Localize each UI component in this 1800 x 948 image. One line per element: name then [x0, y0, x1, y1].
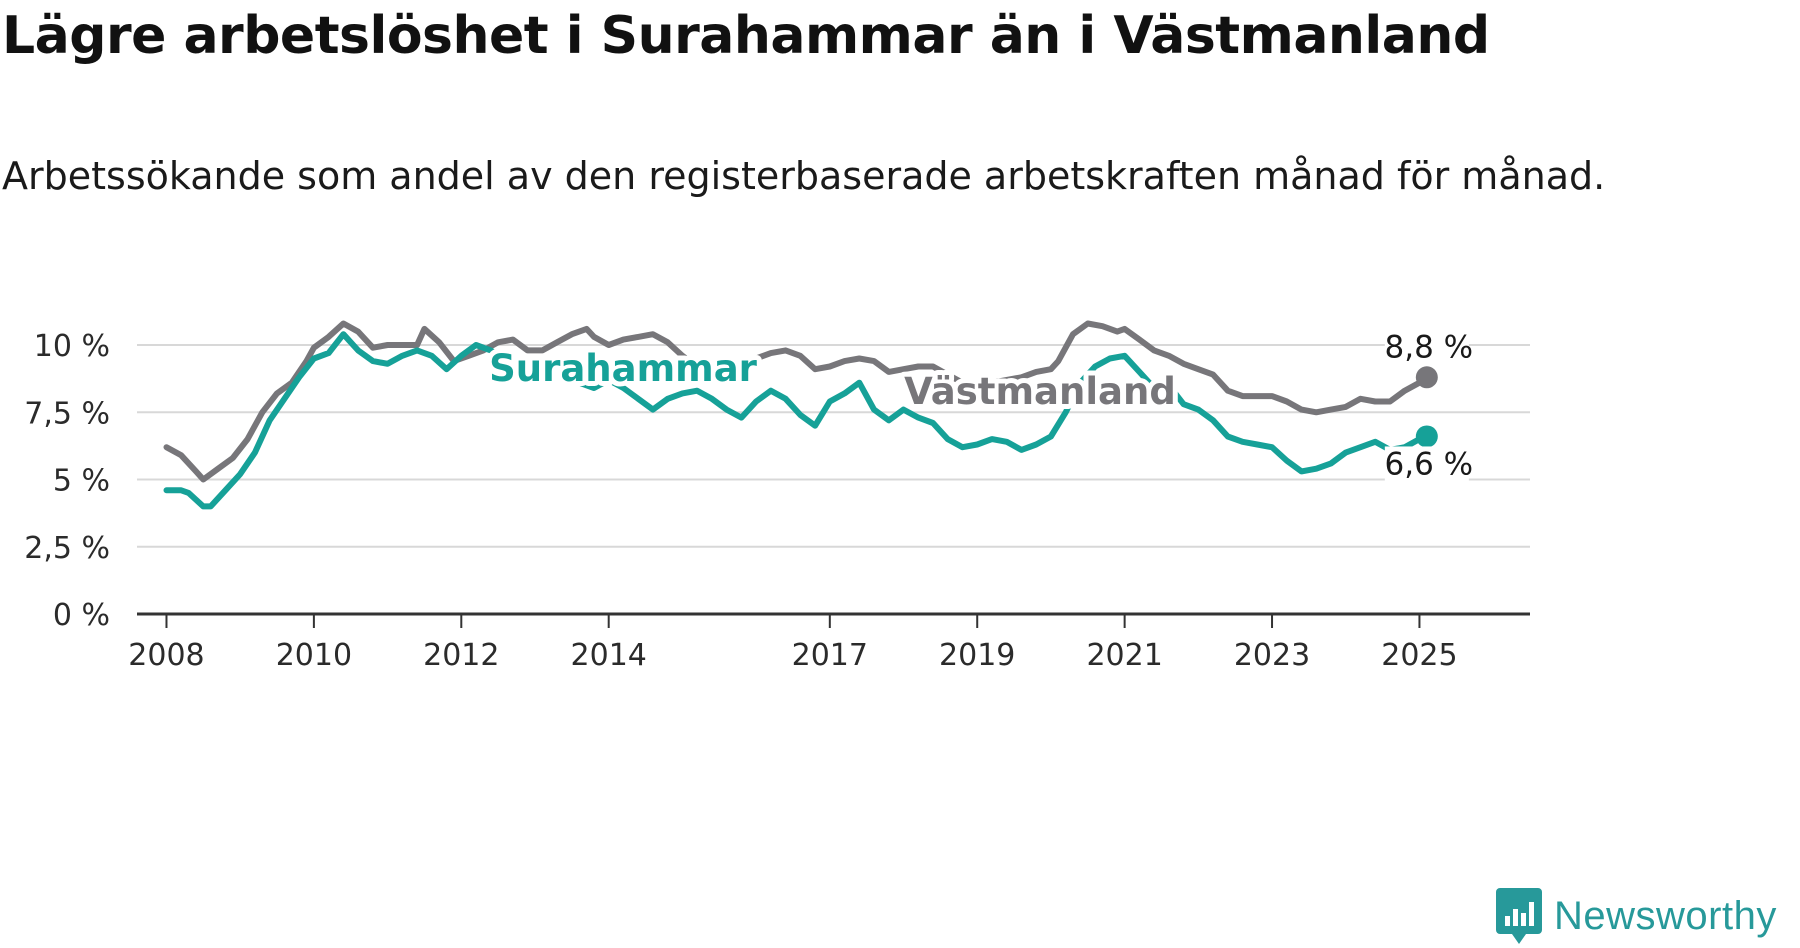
x-tick-label: 2021 [1086, 638, 1162, 673]
newsworthy-logo-icon [1496, 888, 1542, 944]
brand-name: Newsworthy [1554, 893, 1777, 938]
end-label-bg [1384, 446, 1469, 483]
y-tick-label: 5 % [53, 464, 110, 499]
series-labels: 8,8 % Västmanland 6,6 % Surahammar [484, 329, 1474, 483]
series-end-label: 8,8 % [1385, 329, 1474, 365]
series-end-dot [1415, 425, 1438, 448]
x-tick-label: 2017 [792, 638, 868, 673]
y-tick-label: 7,5 % [24, 396, 110, 431]
series-name-label: Surahammar [489, 347, 758, 390]
x-axis: 0 % 2,5 % 5 % 7,5 % 10 % 2008 2010 2012 2014 2017… [24, 329, 1530, 673]
chart-title: Lägre arbetslöshet i Surahammar än i Väs… [2, 6, 1490, 66]
x-tick-label: 2025 [1381, 638, 1457, 673]
end-label-bg [1384, 329, 1469, 366]
series-end-dot [1415, 366, 1438, 389]
y-tick-label: 2,5 % [24, 531, 110, 566]
x-tick-label: 2010 [276, 638, 352, 673]
newsworthy-brand: Newsworthy [1496, 888, 1777, 944]
x-tick-label: 2008 [128, 638, 204, 673]
x-tick-label: 2019 [939, 638, 1015, 673]
series-line-surahammar [163, 331, 1430, 510]
series-line-västmanland [163, 320, 1430, 483]
y-tick-label: 0 % [53, 598, 110, 633]
gridlines [137, 344, 1530, 548]
x-tick-label: 2012 [423, 638, 499, 673]
series-lines [163, 320, 1438, 510]
chart-subtitle: Arbetssökande som andel av den registerb… [2, 154, 1606, 198]
x-tick-label: 2014 [571, 638, 647, 673]
x-tick-label: 2023 [1234, 638, 1310, 673]
series-end-label: 6,6 % [1385, 446, 1474, 482]
series-name-label: Västmanland [904, 370, 1176, 413]
y-tick-label: 10 % [34, 329, 110, 364]
